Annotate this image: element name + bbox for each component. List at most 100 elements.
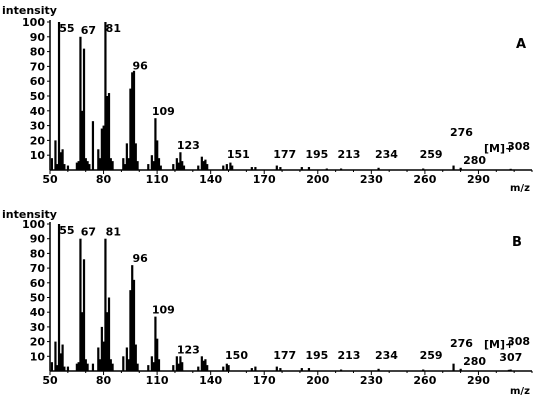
panel-a-peak [172,164,175,170]
panel-a-x-tick-label: 260 [413,173,436,186]
panel-b-peak-label: 234 [375,349,398,362]
panel-a-peak [79,36,82,170]
panel-b-peak [104,238,107,371]
panel-a-x-tick-label: 140 [199,173,222,186]
panel-a-peak [98,158,102,170]
panel-a-peak [88,164,91,170]
panel-b-peak [86,363,89,371]
panel-a-peak [377,167,380,170]
panel-a-x-tick-label: 230 [360,173,383,186]
panel-b-peak [122,356,125,371]
panel-a-peak [102,125,105,170]
panel-a-peak-label: 96 [132,59,148,72]
panel-b-peak [307,368,311,371]
panel-b-y-tick-label: 80 [30,247,46,260]
panel-a-peak [107,93,111,170]
panel-a-y-tick-label: 50 [30,90,46,103]
panel-b-peak [106,312,109,371]
panel-a-x-tick-label: 50 [42,173,58,186]
panel-b-x-tick-label: 170 [253,374,276,387]
panel-a-peak-label: 55 [59,22,74,35]
panel-a-xlabel: m/z [510,183,530,194]
panel-a-peak [307,167,311,170]
panel-b-peak [225,363,228,371]
panel-a-y-tick-label: 70 [30,60,46,73]
panel-b-x-tick-label: 140 [199,374,222,387]
panel-a-peak [175,158,178,170]
panel-a-peak-label: 67 [81,24,96,37]
panel-b-peak [507,369,510,371]
panel-b-peak-label: 96 [132,252,148,265]
panel-a-y-tick-label: 80 [30,46,46,59]
panel-a-peak [82,48,86,170]
panel-b-peak-label: 195 [305,349,328,362]
panel-a-peak [459,167,462,170]
panel-b-peak [79,238,82,371]
panel-a-peak [300,167,303,170]
panel-a-peak [127,158,130,170]
panel-a-peak [250,167,253,170]
panel-b-peak [152,362,155,371]
panel-a-peak [157,158,161,170]
panel-a-peak-label: 276 [450,126,473,139]
panel-b-y-tick-label: 90 [30,233,46,246]
panel-a-peak [182,165,186,170]
panel-b-molecular-ion-label: [M]+ [484,338,514,351]
panel-b-peak [250,368,253,371]
panel-b-peak [179,356,182,371]
panel-b-peak-label: 213 [338,349,361,362]
panel-a-peak [132,70,136,170]
panel-a-peak [181,161,184,170]
panel-a-peak [206,164,209,170]
panel-b-peak [77,362,80,371]
panel-b-x-tick-label: 230 [360,374,383,387]
panel-b-peak [129,290,132,371]
panel-a-y-tick-label: 100 [22,16,45,29]
panel-b-peak-label: 81 [106,226,121,239]
panel-b-peak-label: 55 [59,224,74,237]
panel-a-peak [100,128,103,170]
panel-a-ylabel: intensity [2,4,57,17]
panel-b-peak [377,368,380,371]
panel-b-peak-label: 177 [273,349,296,362]
panel-a-peak [50,158,53,170]
panel-b-peak [50,362,53,371]
panel-b-peak [75,363,78,371]
panel-b-xlabel: m/z [510,386,530,397]
panel-b-peak [100,326,103,371]
panel-b-peak [254,366,257,371]
panel-a-peak [225,164,228,170]
panel-a-peak [75,162,78,170]
panel-a-peak [77,161,80,170]
panel-b-x-tick-label: 50 [42,374,58,387]
panel-b-peak [339,369,343,371]
panel-a-peak-label: 151 [227,148,250,161]
panel-a-y-tick-label: 90 [30,31,46,44]
panel-a-x-tick-label: 110 [146,173,169,186]
panel-a-peak [123,164,127,170]
panel-b-peak-label: 259 [420,349,443,362]
panel-a-x-tick-label: 200 [306,173,329,186]
panel-a-peak-label: 308 [507,140,530,153]
panel-b-peak-label: 307 [499,351,522,364]
panel-a-peak [231,165,234,170]
panel-a-peak [63,164,66,170]
panel-a-peak [111,161,114,170]
panel-a-letter: A [516,37,526,52]
panel-b-peak-label: 276 [450,337,473,350]
panel-a-peak [159,165,162,170]
panel-a-peak [204,159,207,170]
panel-a-y-tick-label: 30 [30,120,46,133]
panel-a-x-tick-label: 290 [467,173,490,186]
panel-b-y-tick-label: 30 [30,321,46,334]
panel-b-y-tick-label: 70 [30,262,46,275]
panel-b-y-tick-label: 40 [30,306,46,319]
panel-b-y-tick-label: 20 [30,336,46,349]
panel-a-peak [109,158,112,170]
panel-a-y-tick-label: 40 [30,105,46,118]
panel-a-peak [177,162,180,170]
